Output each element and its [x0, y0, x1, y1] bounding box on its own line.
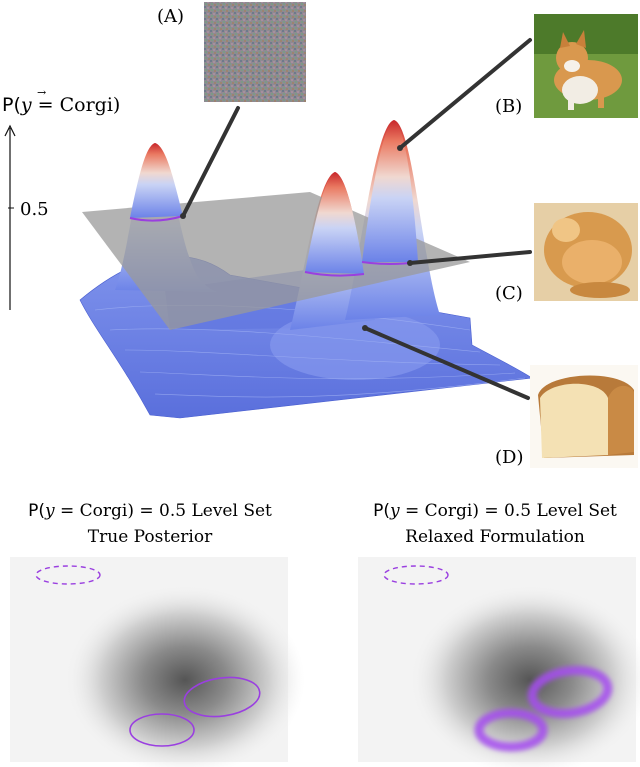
corgi-back-photo — [534, 203, 638, 301]
density-cloud-right — [410, 585, 640, 767]
panel-right-subtitle: Relaxed Formulation — [405, 527, 585, 547]
inset-c: (C) — [495, 203, 638, 304]
relaxed-ring-2 — [474, 708, 548, 752]
y-axis-label: P(y = Corgi) — [2, 94, 120, 116]
inset-a: (A) — [157, 2, 306, 102]
surface-hump — [270, 310, 440, 380]
panel-left-subtitle: True Posterior — [88, 527, 213, 547]
inset-d: (D) — [495, 365, 638, 468]
level-set-dashed-right — [383, 565, 449, 585]
level-set-ring-left-1 — [183, 676, 261, 718]
leader-c — [408, 250, 532, 265]
inset-b-label: (B) — [495, 96, 522, 117]
leader-b — [398, 38, 532, 150]
level-set-a — [129, 215, 184, 222]
peak-b-top — [362, 120, 418, 262]
relaxed-level-set — [474, 666, 613, 752]
inset-d-label: (D) — [495, 447, 523, 468]
y-axis-vec-arrow: → — [37, 86, 46, 99]
panel-left: P(y = Corgi) = 0.5 Level Set True Poster… — [10, 501, 305, 767]
density-cloud-left — [65, 585, 305, 767]
noise-image — [204, 2, 306, 102]
panel-right: P(y = Corgi) = 0.5 Level Set Relaxed For… — [358, 501, 640, 767]
y-tick-label: 0.5 — [20, 199, 49, 220]
level-set-ring-left-2 — [129, 713, 195, 747]
y-axis: P(y = Corgi) → 0.5 — [2, 86, 120, 310]
corgi-photo — [534, 14, 638, 118]
relaxed-ring-1 — [527, 666, 613, 718]
peak-a-top — [130, 143, 183, 218]
peak-c-top — [305, 172, 364, 274]
leader-d — [363, 326, 530, 400]
leader-lines — [181, 38, 532, 400]
inset-c-label: (C) — [495, 283, 523, 304]
leader-a — [181, 106, 240, 218]
level-set-c — [304, 271, 365, 277]
bread-photo — [530, 365, 638, 468]
panel-left-title: P(y = Corgi) = 0.5 Level Set — [28, 501, 272, 521]
inset-a-label: (A) — [157, 6, 184, 27]
panel-right-title: P(y = Corgi) = 0.5 Level Set — [373, 501, 617, 521]
inset-b: (B) — [495, 14, 638, 118]
level-set-dashed-left — [35, 565, 101, 585]
surface-plot — [79, 120, 533, 419]
